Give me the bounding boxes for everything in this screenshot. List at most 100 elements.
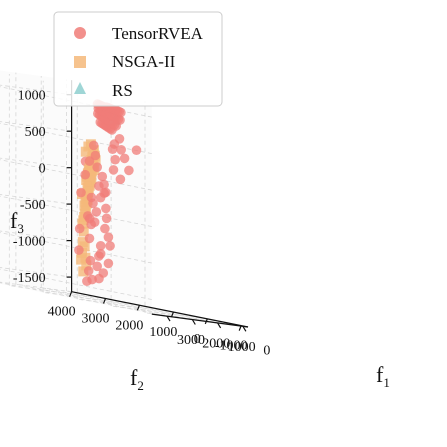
point-tensorrvea	[88, 198, 98, 209]
gridline-y	[77, 298, 174, 313]
y-tick-label: 1000	[149, 325, 177, 340]
y-tick-label: 4000	[48, 305, 76, 320]
legend-frame	[53, 11, 223, 107]
y-axis-line	[71, 291, 249, 328]
gridline-z	[0, 195, 152, 227]
point-tensorrvea	[114, 134, 125, 144]
point-tensorrvea	[87, 274, 97, 285]
legend-marker-rs	[74, 82, 86, 94]
gridline-z	[0, 157, 72, 169]
y-tick-mark	[69, 291, 73, 297]
z-tick-label: 0	[39, 162, 46, 177]
x-axis-line	[151, 313, 249, 328]
gridline-y	[111, 305, 208, 320]
point-tensorrvea	[103, 258, 114, 269]
z-axis-label: f3	[10, 208, 24, 236]
y-tick-label: 0	[194, 332, 201, 347]
y-tick-mark	[238, 325, 242, 331]
legend-marker-nsga2	[74, 56, 86, 68]
y-tick-label: -1000	[215, 339, 248, 354]
x-tick-mark	[217, 322, 222, 329]
gridline-z	[0, 194, 72, 205]
x-tick-label: 1000	[228, 340, 256, 355]
point-nsgaii	[77, 237, 88, 248]
gridline-z	[0, 159, 152, 191]
point-tensorrvea	[116, 145, 126, 155]
point-nsgaii	[80, 146, 91, 157]
y-tick-label: 3000	[82, 312, 110, 327]
point-tensorrvea	[97, 171, 108, 182]
point-tensorrvea	[83, 211, 93, 221]
gridline-z	[0, 232, 152, 264]
y-tick-label: 2000	[115, 318, 143, 333]
point-tensorrvea	[80, 169, 90, 180]
gridline-x	[15, 283, 193, 320]
data-points	[74, 99, 142, 287]
point-tensorrvea	[76, 187, 86, 198]
point-tensorrvea	[92, 261, 102, 272]
y-tick-mark	[170, 311, 174, 318]
z-tick-label: -500	[20, 198, 46, 213]
gridline-z	[0, 267, 72, 278]
point-nsgaii	[81, 260, 92, 271]
gridline-y	[0, 281, 72, 293]
x-tick-mark	[242, 325, 247, 332]
x-tick-label: 3000	[177, 333, 205, 348]
point-tensorrvea	[103, 232, 114, 242]
point-tensorrvea	[90, 150, 101, 161]
axis-lines	[66, 80, 249, 332]
point-tensorrvea	[119, 153, 130, 164]
legend-label-rs: RS	[112, 81, 133, 100]
y-tick-mark	[102, 298, 107, 304]
point-tensorrvea	[99, 179, 109, 190]
gridline-z	[0, 121, 72, 132]
point-tensorrvea	[131, 145, 142, 155]
point-tensorrvea	[74, 223, 85, 234]
point-tensorrvea	[98, 268, 109, 278]
point-tensorrvea	[74, 245, 84, 255]
point-tensorrvea	[83, 266, 94, 276]
point-tensorrvea	[95, 241, 106, 251]
legend-marker-tensorrvea	[74, 27, 86, 39]
legend-label-tensorrvea: TensorRVEA	[112, 24, 204, 43]
x-tick-mark	[166, 315, 171, 322]
x-tick-label: 2000	[202, 337, 230, 352]
x-tick-mark	[191, 319, 196, 325]
point-tensorrvea	[85, 255, 96, 266]
point-tensorrvea	[91, 207, 102, 217]
z-tick-label: 1000	[18, 89, 46, 104]
point-tensorrvea	[101, 203, 111, 214]
legend-label-nsga2: NSGA-II	[112, 52, 176, 71]
point-nsgaii	[78, 226, 89, 237]
point-tensorrvea	[124, 165, 134, 176]
gridline-y	[9, 285, 106, 299]
point-tensorrvea	[84, 233, 95, 244]
y-tick-mark	[204, 318, 208, 325]
y-tick-mark	[136, 305, 140, 311]
point-tensorrvea	[115, 174, 126, 185]
legend: TensorRVEA NSGA-II RS	[53, 11, 223, 107]
point-tensorrvea	[110, 154, 120, 165]
point-nsgaii	[78, 266, 89, 277]
gridline-z	[0, 268, 152, 300]
point-tensorrvea	[89, 217, 100, 227]
x-axis-label: f1	[376, 362, 390, 390]
point-tensorrvea	[105, 241, 115, 251]
point-tensorrvea	[101, 213, 112, 224]
point-tensorrvea	[108, 165, 119, 175]
y-axis-label: f2	[130, 365, 144, 393]
point-tensorrvea	[92, 162, 102, 172]
z-tick-label: -1000	[13, 235, 46, 250]
point-tensorrvea	[94, 251, 104, 261]
x-tick-label: 0	[263, 343, 270, 358]
point-tensorrvea	[100, 223, 110, 234]
point-tensorrvea	[116, 107, 126, 118]
point-tensorrvea	[115, 115, 125, 125]
gridline-z	[0, 230, 72, 241]
z-tick-label: 500	[25, 125, 46, 140]
z-tick-label: -1500	[13, 271, 46, 286]
gridline-y	[43, 292, 140, 306]
point-tensorrvea	[88, 140, 99, 151]
